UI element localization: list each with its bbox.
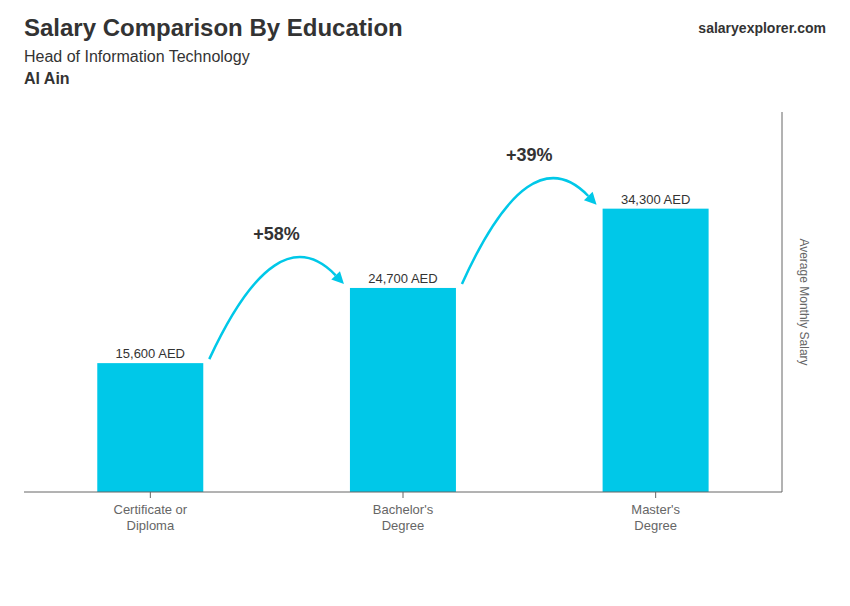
svg-text:24,700 AED: 24,700 AED: [368, 271, 437, 286]
svg-text:Average Monthly Salary: Average Monthly Salary: [797, 238, 811, 365]
svg-text:15,600 AED: 15,600 AED: [116, 346, 185, 361]
svg-text:+39%: +39%: [506, 145, 553, 165]
svg-text:34,300 AED: 34,300 AED: [621, 192, 690, 207]
svg-text:Certificate orDiploma: Certificate orDiploma: [113, 502, 187, 533]
svg-text:Bachelor'sDegree: Bachelor'sDegree: [373, 502, 434, 533]
html-text:Head of Information Technology: Head of Information Technology: [24, 48, 250, 65]
html-text:salaryexplorer.com: salaryexplorer.com: [698, 20, 826, 36]
html-text:Salary Comparison By Education: Salary Comparison By Education: [24, 14, 403, 41]
svg-text:Master'sDegree: Master'sDegree: [631, 502, 680, 533]
svg-text:+58%: +58%: [253, 224, 300, 244]
html-text:Al Ain: Al Ain: [24, 70, 70, 87]
